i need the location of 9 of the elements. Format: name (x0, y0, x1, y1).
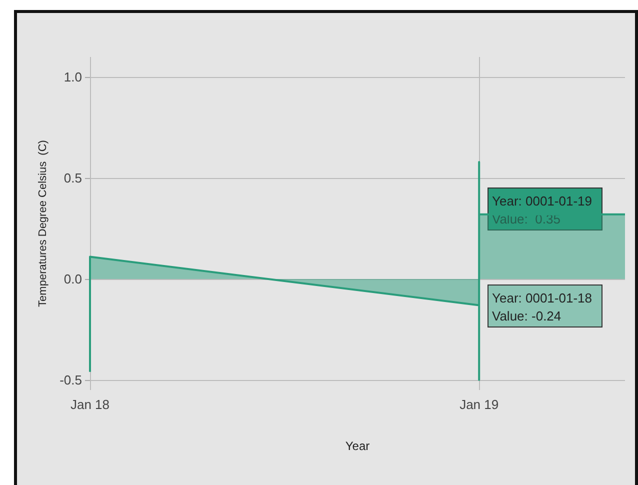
y-axis-title: Temperatures Degree Celsius (C) (37, 140, 50, 307)
y-tick-label: -0.5 (60, 372, 82, 388)
y-tick-label: 0.0 (64, 272, 82, 286)
x-tick-label: Jan 18 (70, 397, 110, 412)
y-tick-label: 0.5 (64, 170, 82, 186)
annotation: Year: 0001-01-18 Value: -0.24 (492, 290, 592, 324)
x-axis-title: Year (345, 439, 370, 453)
y-tick-label: 1.0 (64, 70, 82, 85)
x-tick-label: Jan 19 (460, 397, 499, 412)
